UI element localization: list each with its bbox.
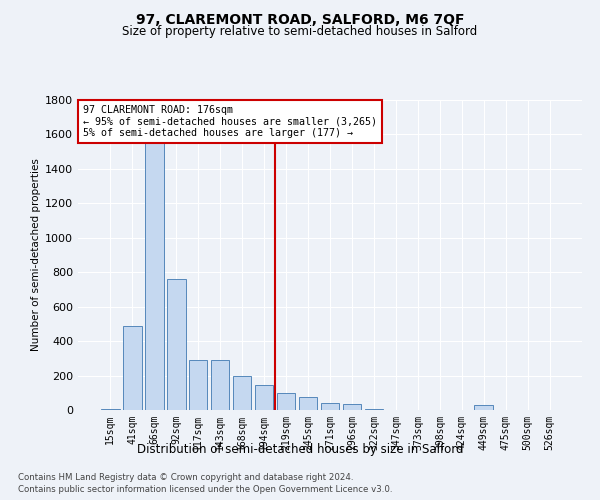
Bar bbox=[123, 326, 142, 410]
Bar bbox=[145, 126, 164, 410]
Text: Size of property relative to semi-detached houses in Salford: Size of property relative to semi-detach… bbox=[122, 25, 478, 38]
Text: Contains HM Land Registry data © Crown copyright and database right 2024.: Contains HM Land Registry data © Crown c… bbox=[18, 472, 353, 482]
Y-axis label: Number of semi-detached properties: Number of semi-detached properties bbox=[31, 158, 41, 352]
Bar bbox=[211, 360, 229, 410]
Bar bbox=[320, 403, 340, 410]
Text: 97 CLAREMONT ROAD: 176sqm
← 95% of semi-detached houses are smaller (3,265)
5% o: 97 CLAREMONT ROAD: 176sqm ← 95% of semi-… bbox=[83, 104, 377, 138]
Bar bbox=[475, 405, 493, 410]
Text: Distribution of semi-detached houses by size in Salford: Distribution of semi-detached houses by … bbox=[137, 442, 463, 456]
Bar bbox=[365, 409, 383, 410]
Bar bbox=[299, 397, 317, 410]
Bar bbox=[189, 360, 208, 410]
Bar bbox=[277, 393, 295, 410]
Bar bbox=[343, 404, 361, 410]
Text: Contains public sector information licensed under the Open Government Licence v3: Contains public sector information licen… bbox=[18, 485, 392, 494]
Bar bbox=[233, 376, 251, 410]
Bar bbox=[167, 279, 185, 410]
Text: 97, CLAREMONT ROAD, SALFORD, M6 7QF: 97, CLAREMONT ROAD, SALFORD, M6 7QF bbox=[136, 12, 464, 26]
Bar bbox=[255, 385, 274, 410]
